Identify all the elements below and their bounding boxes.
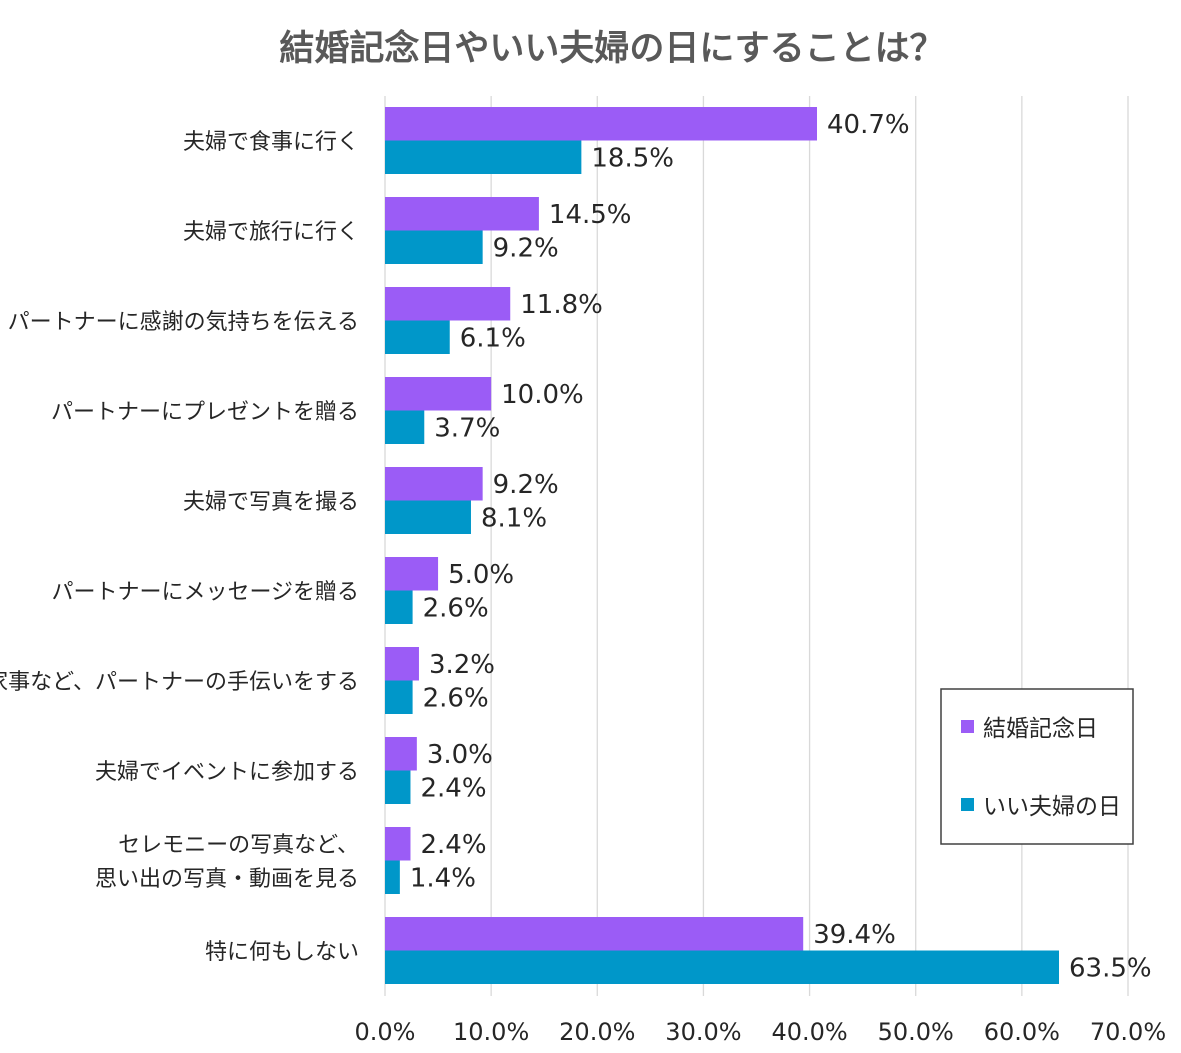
bar-series-2 [385, 950, 1060, 984]
data-label: 2.4% [420, 830, 486, 860]
x-tick-label: 10.0% [453, 1018, 529, 1046]
data-label: 63.5% [1069, 953, 1152, 983]
data-label: 3.7% [434, 413, 500, 443]
bars [385, 107, 1060, 984]
bar-series-1 [385, 737, 417, 771]
bar-series-2 [385, 590, 413, 624]
category-label: 夫婦でイベントに参加する [95, 760, 359, 785]
legend-swatch-series-1 [961, 720, 974, 733]
bar-series-2 [385, 230, 483, 264]
x-tick-label: 60.0% [984, 1018, 1060, 1046]
data-label: 9.2% [493, 233, 559, 263]
bar-series-2 [385, 770, 411, 804]
bar-series-2 [385, 500, 471, 534]
data-label: 6.1% [460, 323, 526, 353]
category-label: セレモニーの写真など、 [118, 833, 359, 858]
bar-series-2 [385, 410, 425, 444]
category-labels: 夫婦で食事に行く夫婦で旅行に行くパートナーに感謝の気持ちを伝えるパートナーにプレ… [0, 130, 359, 965]
bar-series-2 [385, 860, 400, 894]
data-label: 9.2% [493, 470, 559, 500]
data-label: 2.4% [420, 773, 486, 803]
category-label: 夫婦で旅行に行く [183, 220, 359, 245]
category-label: パートナーにメッセージを贈る [51, 580, 359, 605]
data-label: 3.0% [427, 740, 493, 770]
data-label: 5.0% [448, 560, 514, 590]
data-label: 3.2% [429, 650, 495, 680]
x-tick-label: 0.0% [355, 1018, 416, 1046]
data-label: 8.1% [481, 503, 547, 533]
data-label: 2.6% [423, 593, 489, 623]
data-label: 14.5% [549, 200, 632, 230]
category-label: 夫婦で食事に行く [183, 130, 359, 155]
category-label: 特に何もしない [205, 940, 359, 965]
bar-series-2 [385, 140, 582, 174]
legend-label-series-2: いい夫婦の日 [983, 794, 1121, 820]
bar-series-1 [385, 107, 818, 141]
data-label: 1.4% [410, 863, 476, 893]
legend: 結婚記念日 いい夫婦の日 [940, 688, 1134, 845]
category-label: 思い出の写真・動画を見る [95, 867, 359, 892]
bar-series-1 [385, 287, 511, 321]
x-axis-ticks: 0.0% 10.0% 20.0% 30.0% 40.0% 50.0% 60.0% 70.0% [355, 1018, 1167, 1046]
bar-series-2 [385, 320, 450, 354]
legend-box [940, 688, 1134, 845]
x-tick-label: 20.0% [559, 1018, 635, 1046]
category-label: パートナーに感謝の気持ちを伝える [8, 310, 359, 335]
data-label: 39.4% [813, 920, 896, 950]
category-label: パートナーにプレゼントを贈る [51, 400, 359, 425]
bar-series-1 [385, 827, 411, 861]
value-labels: 40.7%18.5%14.5%9.2%11.8%6.1%10.0%3.7%9.2… [410, 110, 1152, 984]
x-tick-label: 40.0% [771, 1018, 847, 1046]
data-label: 40.7% [827, 110, 910, 140]
bar-series-1 [385, 467, 483, 501]
bar-series-1 [385, 197, 539, 231]
data-label: 18.5% [591, 143, 674, 173]
x-tick-label: 50.0% [878, 1018, 954, 1046]
data-label: 10.0% [501, 380, 584, 410]
legend-swatch-series-2 [961, 798, 974, 811]
legend-label-series-1: 結婚記念日 [983, 716, 1098, 742]
bar-series-1 [385, 917, 804, 951]
x-tick-label: 70.0% [1090, 1018, 1166, 1046]
gridlines [384, 96, 1129, 996]
category-label: 夫婦で写真を撮る [183, 490, 359, 515]
category-label: 家事など、パートナーの手伝いをする [0, 670, 359, 695]
bar-series-1 [385, 647, 419, 681]
bar-series-2 [385, 680, 413, 714]
data-label: 2.6% [423, 683, 489, 713]
bar-series-1 [385, 377, 492, 411]
data-label: 11.8% [520, 290, 603, 320]
bar-series-1 [385, 557, 439, 591]
chart-title: 結婚記念日やいい夫婦の日にすることは？ [279, 28, 944, 69]
x-tick-label: 30.0% [665, 1018, 741, 1046]
